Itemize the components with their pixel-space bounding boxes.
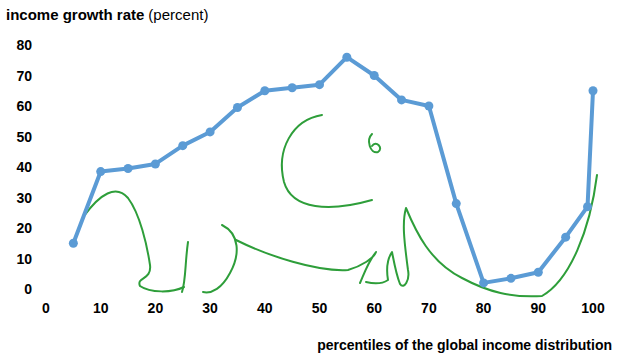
y-tick-label: 50 [16, 129, 32, 145]
x-tick-label: 30 [202, 300, 218, 316]
x-tick-label: 100 [581, 300, 605, 316]
plot-area [69, 53, 598, 288]
y-tick-label: 20 [16, 220, 32, 236]
y-tick-label: 10 [16, 251, 32, 267]
subtitle: (percent) [148, 6, 208, 23]
x-tick-label: 90 [531, 300, 547, 316]
title: income growth rate [6, 6, 144, 23]
elephant-doodle [84, 192, 184, 292]
data-point [479, 278, 488, 287]
y-tick-label: 30 [16, 190, 32, 206]
data-point [506, 274, 515, 283]
data-point [260, 86, 269, 95]
data-point [397, 95, 406, 104]
data-point [178, 141, 187, 150]
y-tick-label: 80 [16, 37, 32, 53]
x-tick-label: 80 [476, 300, 492, 316]
elephant-doodle [203, 225, 237, 292]
data-point [206, 127, 215, 136]
x-tick-label: 60 [366, 300, 382, 316]
data-point [561, 233, 570, 242]
data-point [342, 53, 351, 62]
x-tick-label: 20 [148, 300, 164, 316]
y-tick-label: 60 [16, 98, 32, 114]
x-tick-label: 0 [42, 300, 50, 316]
data-point [452, 199, 461, 208]
x-tick-label: 50 [312, 300, 328, 316]
data-point [589, 86, 598, 95]
data-point [96, 167, 105, 176]
data-point [370, 71, 379, 80]
data-point [124, 164, 133, 173]
y-tick-label: 0 [24, 281, 32, 297]
chart: income growth rate(percent) percentiles o… [0, 0, 618, 355]
data-point [315, 80, 324, 89]
axis-title: income growth rate(percent) [6, 6, 208, 23]
data-point [69, 239, 78, 248]
y-tick-label: 70 [16, 68, 32, 84]
data-point [233, 103, 242, 112]
data-point [288, 83, 297, 92]
x-tick-label: 40 [257, 300, 273, 316]
data-point [583, 202, 592, 211]
elephant-doodle [236, 240, 376, 283]
data-point [424, 102, 433, 111]
y-tick-label: 40 [16, 159, 32, 175]
data-point [151, 159, 160, 168]
elephant-doodle [369, 134, 380, 152]
data-line [73, 57, 593, 283]
x-tick-label: 10 [93, 300, 109, 316]
x-label: percentiles of the global income distrib… [317, 337, 612, 353]
x-tick-label: 70 [421, 300, 437, 316]
elephant-doodle [182, 242, 188, 292]
elephant-doodle [282, 115, 372, 207]
data-point [534, 268, 543, 277]
